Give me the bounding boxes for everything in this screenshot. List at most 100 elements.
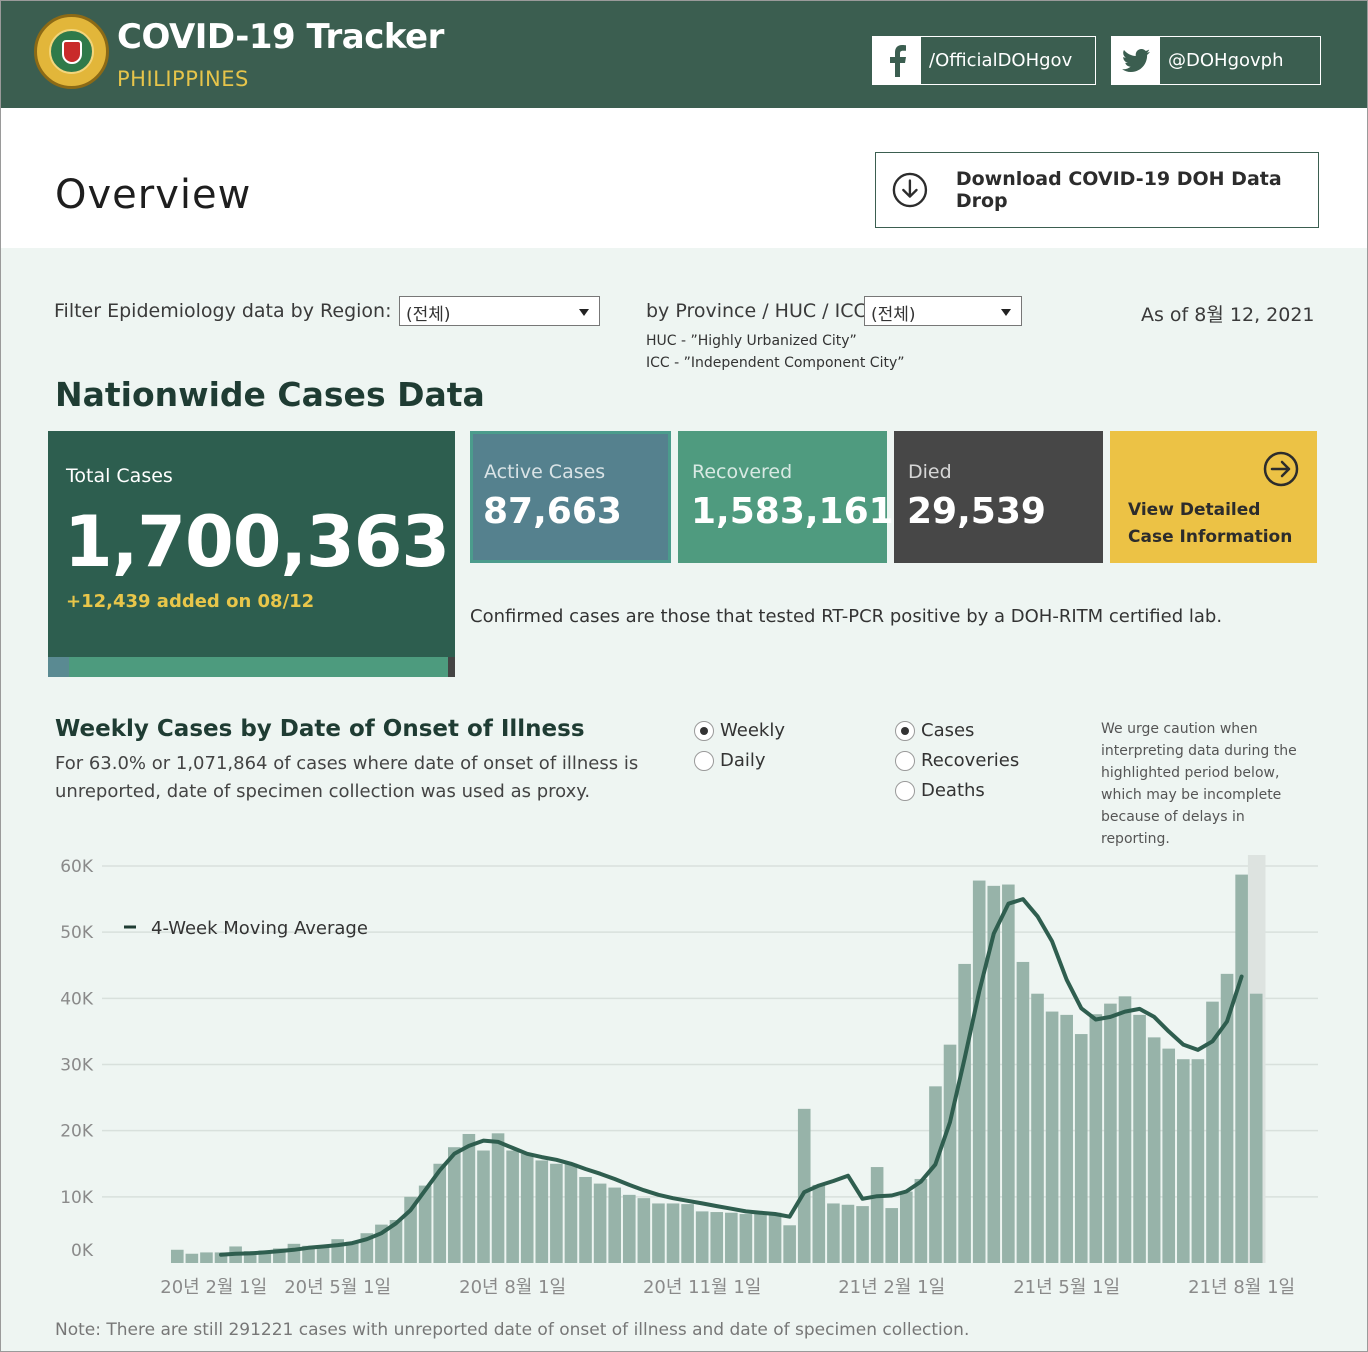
chevron-down-icon [579, 309, 589, 316]
active-cases-card[interactable]: Active Cases 87,663 [470, 431, 671, 563]
radio-recoveries[interactable]: Recoveries [895, 750, 1019, 771]
bar [1191, 1059, 1205, 1263]
bar [418, 1185, 432, 1263]
died-card[interactable]: Died 29,539 [894, 431, 1103, 563]
bar [987, 885, 1001, 1263]
case-composition-bar [48, 657, 455, 677]
bar [1133, 1014, 1146, 1263]
bar [637, 1198, 651, 1263]
bar [841, 1204, 855, 1263]
radio-recoveries-label: Recoveries [921, 750, 1020, 771]
region-filter-label: Filter Epidemiology data by Region: [54, 300, 392, 322]
radio-daily[interactable]: Daily [694, 750, 766, 771]
x-tick-label: 20년 8월 1일 [459, 1277, 566, 1298]
x-tick-label: 21년 2월 1일 [838, 1277, 945, 1298]
download-data-drop-button[interactable]: Download COVID-19 DOH Data Drop [875, 152, 1319, 228]
y-tick-label: 60K [60, 857, 94, 877]
app-title: COVID-19 Tracker [117, 17, 444, 57]
x-tick-label: 20년 5월 1일 [284, 1277, 391, 1298]
twitter-link[interactable]: @DOHgovph [1111, 36, 1321, 85]
bar [1031, 993, 1044, 1263]
download-icon [892, 172, 928, 208]
bar [929, 1086, 942, 1263]
x-tick-label: 20년 11월 1일 [643, 1277, 761, 1298]
region-select[interactable]: (전체) [399, 296, 600, 326]
bar [725, 1212, 738, 1263]
radio-unselected-icon [694, 750, 714, 771]
bar [914, 1178, 928, 1263]
radio-cases[interactable]: Cases [895, 720, 974, 741]
bar [535, 1160, 549, 1263]
footnote: Note: There are still 291221 cases with … [55, 1320, 970, 1340]
bar [491, 1133, 505, 1263]
bar [710, 1212, 724, 1263]
active-cases-label: Active Cases [484, 461, 606, 483]
bar [1016, 961, 1030, 1263]
overview-title: Overview [55, 172, 252, 218]
arrow-right-circle-icon [1263, 451, 1299, 487]
bar [389, 1219, 403, 1263]
bar [593, 1183, 607, 1263]
bar [520, 1153, 534, 1263]
recovered-card[interactable]: Recovered 1,583,161 [678, 431, 894, 563]
total-cases-card: Total Cases 1,700,363 +12,439 added on 0… [48, 431, 455, 677]
bar [1074, 1034, 1088, 1263]
bar [739, 1214, 753, 1263]
bar [885, 1208, 899, 1263]
chart-legend: 4-Week Moving Average [124, 918, 368, 939]
bar [856, 1206, 869, 1263]
radio-weekly[interactable]: Weekly [694, 720, 785, 741]
province-filter-label: by Province / HUC / ICC: [646, 300, 874, 322]
bar [1045, 1011, 1059, 1263]
bar [608, 1187, 621, 1263]
bar [550, 1163, 563, 1263]
chart-bars [170, 874, 1263, 1263]
bar [1104, 1003, 1117, 1263]
app-subtitle: PHILIPPINES [117, 67, 249, 91]
radio-selected-icon [895, 720, 915, 741]
facebook-label: /OfficialDOHgov [929, 50, 1073, 71]
chart-moving-average [219, 897, 1244, 1257]
recovered-label: Recovered [692, 461, 793, 483]
province-select[interactable]: (전체) [864, 296, 1022, 326]
bar [768, 1212, 782, 1263]
bar [652, 1203, 665, 1263]
bar [681, 1204, 694, 1263]
nationwide-heading: Nationwide Cases Data [55, 375, 485, 414]
chevron-down-icon [1001, 309, 1011, 316]
province-select-value: (전체) [871, 305, 916, 325]
y-tick-label: 40K [60, 989, 94, 1009]
bar [1118, 996, 1132, 1263]
bar [564, 1163, 578, 1263]
bar [579, 1176, 592, 1263]
bar [1002, 884, 1015, 1263]
radio-weekly-label: Weekly [720, 720, 785, 741]
bar [200, 1252, 213, 1263]
bar [477, 1150, 490, 1263]
bar [1235, 874, 1248, 1263]
bar [870, 1167, 884, 1263]
y-tick-label: 50K [60, 923, 94, 943]
facebook-link[interactable]: /OfficialDOHgov [872, 36, 1096, 85]
x-tick-label: 21년 5월 1일 [1013, 1277, 1120, 1298]
x-tick-label: 20년 2월 1일 [160, 1277, 267, 1298]
radio-unselected-icon [895, 780, 915, 801]
moving-average-line [219, 897, 1244, 1257]
bar [812, 1184, 826, 1263]
view-detailed-case-button[interactable]: View Detailed Case Information [1110, 431, 1317, 563]
radio-deaths[interactable]: Deaths [895, 780, 985, 801]
y-tick-label: 30K [60, 1056, 94, 1076]
bar [1147, 1037, 1161, 1263]
view-detailed-label: View Detailed Case Information [1128, 500, 1293, 547]
active-cases-value: 87,663 [483, 491, 622, 532]
bar [666, 1203, 680, 1263]
bar [1089, 1014, 1103, 1263]
bar [1249, 993, 1263, 1263]
bar [506, 1150, 519, 1263]
as-of-date: As of 8월 12, 2021 [1141, 304, 1315, 326]
doh-seal-logo [34, 14, 109, 89]
bar [170, 1249, 184, 1263]
bar [754, 1214, 767, 1263]
download-label: Download COVID-19 DOH Data Drop [955, 168, 1282, 212]
twitter-icon [1112, 37, 1160, 84]
